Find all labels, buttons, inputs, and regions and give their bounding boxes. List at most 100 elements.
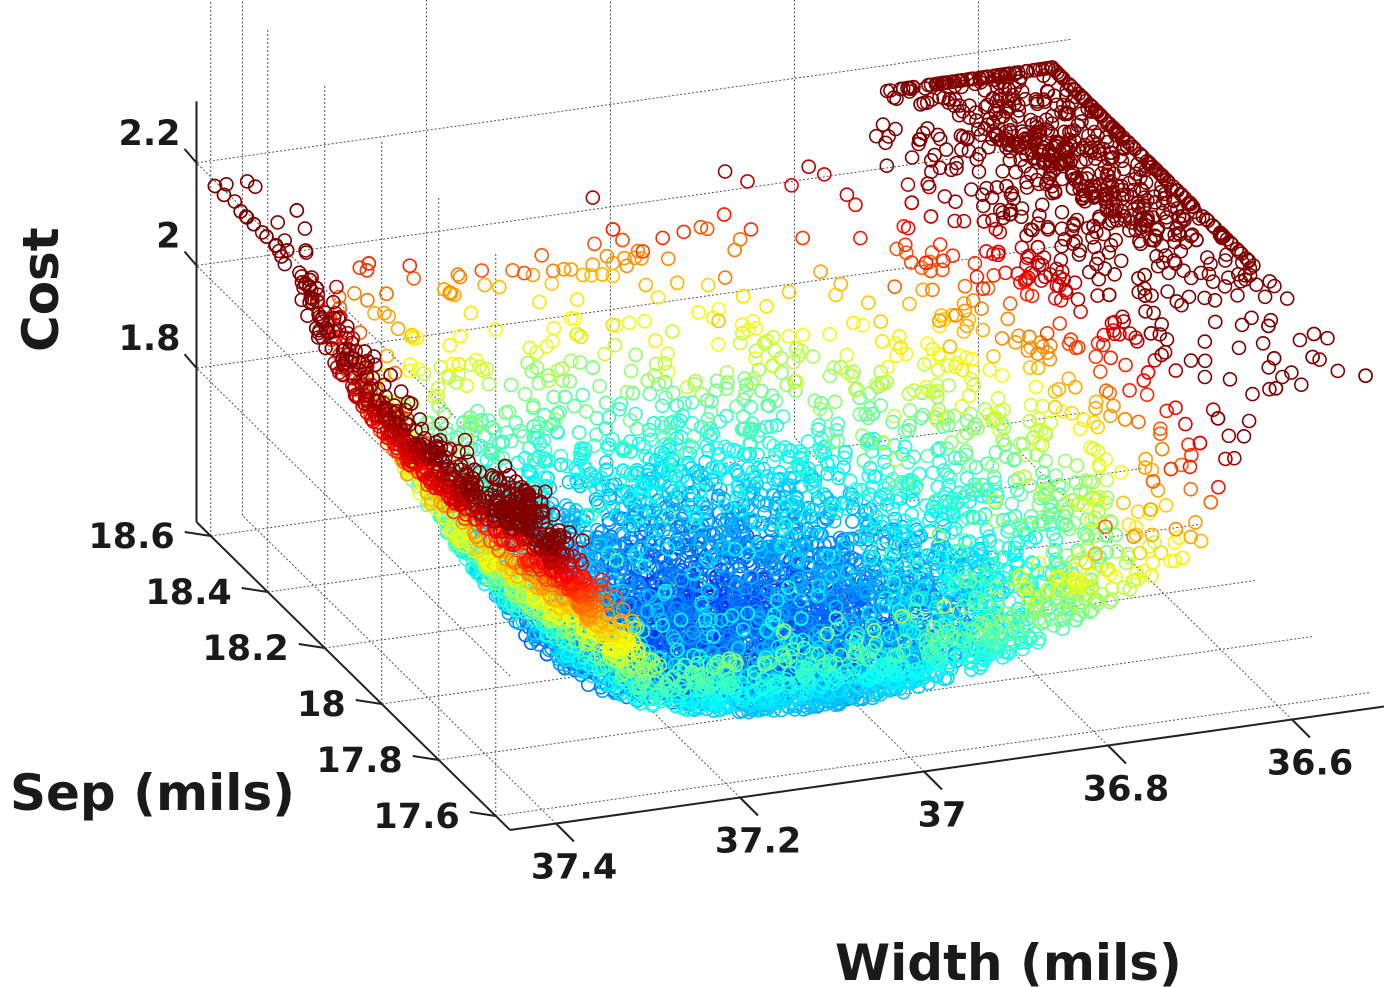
data-point — [634, 250, 649, 266]
data-point — [680, 379, 695, 395]
data-point — [669, 275, 685, 291]
data-point — [589, 427, 604, 443]
data-point — [852, 390, 868, 406]
data-point — [761, 398, 777, 414]
data-point — [1074, 114, 1089, 129]
data-point — [957, 278, 973, 294]
data-point — [665, 324, 680, 339]
data-point — [635, 244, 651, 259]
data-point — [998, 265, 1013, 281]
data-point — [839, 187, 855, 202]
data-point — [589, 410, 605, 426]
data-point — [951, 107, 967, 123]
data-point — [246, 216, 262, 232]
data-point — [795, 230, 811, 246]
data-point — [1088, 349, 1104, 365]
data-point — [562, 373, 578, 389]
floor-grid-width — [794, 437, 1109, 746]
data-point — [459, 378, 475, 394]
data-point — [892, 329, 907, 344]
data-point — [605, 222, 621, 237]
data-point — [743, 399, 759, 415]
data-point — [657, 419, 673, 435]
data-point — [1093, 364, 1108, 379]
data-point — [700, 277, 716, 293]
data-point — [531, 415, 547, 431]
data-point — [1052, 68, 1068, 83]
data-point — [991, 70, 1007, 85]
data-point — [717, 164, 733, 179]
data-point — [699, 438, 715, 453]
data-point — [995, 164, 1011, 179]
data-point — [1068, 379, 1083, 395]
data-point — [654, 415, 670, 431]
data-point — [612, 401, 627, 417]
data-point — [813, 264, 828, 280]
data-point — [734, 317, 750, 333]
data-point — [986, 348, 1001, 364]
data-point — [874, 333, 890, 349]
data-point — [1069, 458, 1085, 474]
data-point — [490, 450, 506, 465]
data-point — [530, 430, 545, 446]
data-point — [654, 398, 670, 414]
data-point — [1107, 267, 1122, 282]
data-point — [1090, 443, 1106, 459]
data-point — [903, 255, 919, 270]
data-point — [994, 368, 1010, 383]
data-point — [977, 83, 993, 98]
data-point — [1063, 79, 1079, 94]
points-layer — [207, 60, 1373, 720]
data-point — [575, 387, 591, 403]
data-point — [379, 348, 395, 364]
data-point — [1028, 379, 1044, 395]
data-point — [948, 194, 963, 209]
data-point — [630, 243, 646, 259]
data-point — [574, 448, 589, 464]
data-point — [704, 394, 719, 409]
data-point — [503, 433, 519, 449]
data-point — [719, 365, 735, 380]
data-point — [976, 214, 992, 229]
data-point — [965, 293, 981, 308]
data-point — [445, 356, 461, 372]
floor-grid-sep — [495, 692, 1370, 817]
data-point — [546, 320, 562, 336]
data-point — [1029, 96, 1045, 112]
data-point — [1114, 153, 1130, 169]
data-point — [759, 298, 774, 314]
data-point — [765, 357, 780, 373]
data-point — [897, 237, 913, 253]
data-point — [1000, 311, 1016, 327]
data-point — [379, 286, 394, 302]
data-point — [411, 362, 427, 377]
data-point — [936, 90, 951, 106]
data-point — [775, 409, 791, 424]
data-point — [1102, 385, 1117, 401]
data-point — [436, 406, 452, 421]
data-point — [1084, 104, 1099, 119]
data-point — [887, 279, 903, 295]
data-point — [987, 72, 1003, 87]
data-point — [900, 177, 916, 192]
data-point — [904, 195, 920, 210]
data-point — [774, 365, 790, 380]
data-point — [239, 174, 255, 189]
data-point — [795, 327, 811, 343]
data-point — [995, 210, 1011, 226]
data-point — [693, 219, 709, 235]
data-point — [720, 375, 735, 390]
data-point — [684, 395, 700, 410]
data-point — [902, 296, 917, 312]
data-point — [402, 258, 418, 274]
data-point — [452, 269, 468, 285]
data-point — [1082, 264, 1097, 280]
data-point — [377, 305, 392, 321]
data-point — [613, 396, 629, 412]
data-point — [587, 236, 602, 252]
data-point — [676, 224, 692, 240]
data-point — [642, 427, 658, 443]
data-point — [961, 312, 977, 327]
data-point — [716, 207, 732, 222]
